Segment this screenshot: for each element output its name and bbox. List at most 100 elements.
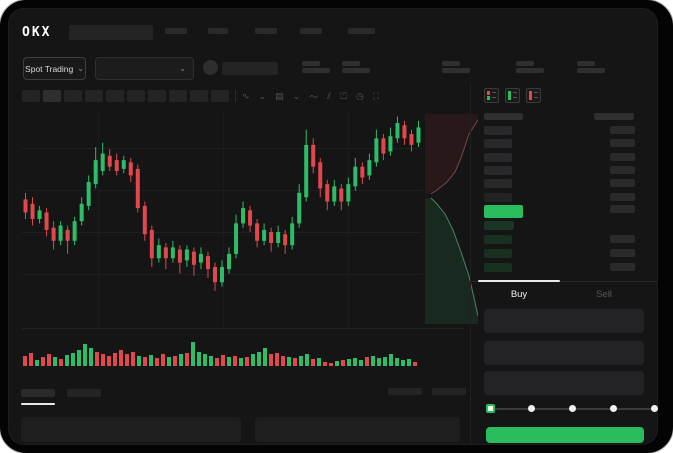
ask-price-placeholder[interactable] bbox=[484, 139, 512, 148]
bid-price-placeholder[interactable] bbox=[484, 221, 514, 230]
tab-buy[interactable]: Buy bbox=[510, 288, 528, 300]
nav-item-placeholder[interactable] bbox=[208, 28, 228, 34]
bid-price-placeholder[interactable] bbox=[484, 249, 512, 258]
stat-label-placeholder bbox=[342, 61, 360, 66]
ask-price-placeholder[interactable] bbox=[484, 153, 512, 162]
timeframe-button[interactable] bbox=[106, 90, 124, 102]
panel-divider bbox=[470, 82, 471, 445]
bottom-tab[interactable] bbox=[67, 389, 101, 397]
timeframe-button[interactable] bbox=[43, 90, 61, 102]
ask-amount-placeholder bbox=[610, 126, 635, 134]
stat-value-placeholder bbox=[442, 68, 470, 73]
ask-amount-placeholder bbox=[610, 153, 635, 161]
timeframe-button[interactable] bbox=[127, 90, 145, 102]
orderbook-layout-bids-icon[interactable] bbox=[505, 88, 520, 103]
okx-logo: OKX bbox=[22, 25, 52, 40]
bid-amount-placeholder bbox=[610, 249, 635, 257]
timeframe-button[interactable] bbox=[22, 90, 40, 102]
nav-item-placeholder[interactable] bbox=[255, 28, 277, 34]
stat-label-placeholder bbox=[302, 61, 320, 66]
app-screen: OKX Spot Trading ⌄ ⌄ bbox=[8, 8, 658, 445]
tab-sell[interactable]: Sell bbox=[596, 288, 612, 300]
bid-amount-placeholder bbox=[610, 263, 635, 271]
ask-amount-placeholder bbox=[610, 193, 635, 201]
bid-amount-placeholder bbox=[610, 235, 635, 243]
bottom-tab-active[interactable] bbox=[21, 389, 55, 397]
timeframe-button[interactable] bbox=[85, 90, 103, 102]
stat-value-placeholder bbox=[302, 68, 330, 73]
timeframe-button[interactable] bbox=[211, 90, 229, 102]
nav-item-placeholder[interactable] bbox=[165, 28, 187, 34]
table-action-placeholder[interactable] bbox=[432, 388, 466, 395]
buy-submit-button[interactable] bbox=[486, 427, 644, 443]
candlestick-chart[interactable] bbox=[22, 110, 422, 328]
timeframe-button[interactable] bbox=[190, 90, 208, 102]
ticker-placeholder bbox=[69, 25, 153, 40]
chevron-down-icon[interactable]: ⌄ bbox=[292, 90, 301, 101]
trendline-icon[interactable]: 〜 bbox=[309, 91, 319, 102]
history-icon[interactable]: ◷ bbox=[356, 90, 364, 101]
ask-price-placeholder[interactable] bbox=[484, 126, 512, 135]
gridline bbox=[223, 110, 224, 328]
timeframe-button[interactable] bbox=[64, 90, 82, 102]
orderbook-price-header-placeholder bbox=[484, 113, 523, 120]
total-input[interactable] bbox=[484, 371, 644, 395]
fullscreen-icon[interactable]: ⛶ bbox=[372, 90, 380, 101]
toolbar-divider bbox=[235, 90, 236, 102]
stat-label-placeholder bbox=[516, 61, 534, 66]
ask-price-placeholder[interactable] bbox=[484, 166, 512, 175]
pair-selector-dropdown[interactable]: ⌄ bbox=[95, 57, 194, 80]
timeframe-button[interactable] bbox=[148, 90, 166, 102]
orderbook-layout-combined-icon[interactable] bbox=[484, 88, 499, 103]
ask-price-placeholder[interactable] bbox=[484, 179, 512, 188]
orderbook-layout-asks-icon[interactable] bbox=[526, 88, 541, 103]
stat-value-placeholder bbox=[577, 68, 605, 73]
active-tab-underline bbox=[21, 403, 55, 405]
ask-amount-placeholder bbox=[610, 166, 635, 174]
ask-amount-placeholder bbox=[610, 139, 635, 147]
price-input[interactable] bbox=[484, 309, 644, 333]
slider-step-dot[interactable] bbox=[651, 405, 658, 412]
orders-table-placeholder bbox=[21, 417, 241, 442]
stat-value-placeholder bbox=[342, 68, 370, 73]
stat-label-placeholder bbox=[577, 61, 595, 66]
gridline bbox=[22, 190, 422, 191]
volume-chart bbox=[23, 342, 417, 366]
depth-profile bbox=[425, 114, 478, 324]
stat-value-placeholder bbox=[516, 68, 544, 73]
slider-step-dot[interactable] bbox=[569, 405, 576, 412]
orders-table-placeholder bbox=[255, 417, 460, 442]
nav-item-placeholder[interactable] bbox=[300, 28, 322, 34]
stat-label-placeholder bbox=[442, 61, 460, 66]
slider-step-dot[interactable] bbox=[528, 405, 535, 412]
slider-step-dot[interactable] bbox=[610, 405, 617, 412]
slider-handle[interactable] bbox=[486, 404, 495, 413]
amount-placeholder bbox=[610, 205, 635, 213]
amount-input[interactable] bbox=[484, 341, 644, 365]
camera-icon[interactable]: ⏍ bbox=[340, 90, 348, 101]
pair-name-placeholder bbox=[222, 62, 278, 75]
gridline bbox=[98, 110, 99, 328]
chart-style-icon[interactable]: ▤ bbox=[275, 90, 284, 101]
gridline bbox=[348, 110, 349, 328]
market-type-selector[interactable]: Spot Trading ⌄ bbox=[23, 57, 86, 80]
chart-pane-divider bbox=[22, 328, 464, 329]
ask-amount-placeholder bbox=[610, 179, 635, 187]
coin-avatar bbox=[203, 60, 218, 75]
draw-icon[interactable]: ⫽ bbox=[327, 90, 332, 101]
chevron-down-icon: ⌄ bbox=[77, 63, 84, 73]
table-action-placeholder[interactable] bbox=[388, 388, 422, 395]
chevron-down-icon[interactable]: ⌄ bbox=[258, 90, 267, 101]
timeframe-button[interactable] bbox=[169, 90, 187, 102]
indicator-icon[interactable]: ∿ bbox=[242, 90, 250, 101]
ask-price-placeholder[interactable] bbox=[484, 193, 512, 202]
buy-tab-underline bbox=[478, 280, 560, 282]
bid-price-placeholder[interactable] bbox=[484, 263, 512, 272]
gridline bbox=[22, 148, 422, 149]
gridline bbox=[22, 232, 422, 233]
market-type-label: Spot Trading bbox=[25, 63, 74, 74]
last-price-badge[interactable] bbox=[484, 205, 523, 218]
bid-price-placeholder[interactable] bbox=[484, 235, 512, 244]
nav-item-placeholder[interactable] bbox=[348, 28, 375, 34]
